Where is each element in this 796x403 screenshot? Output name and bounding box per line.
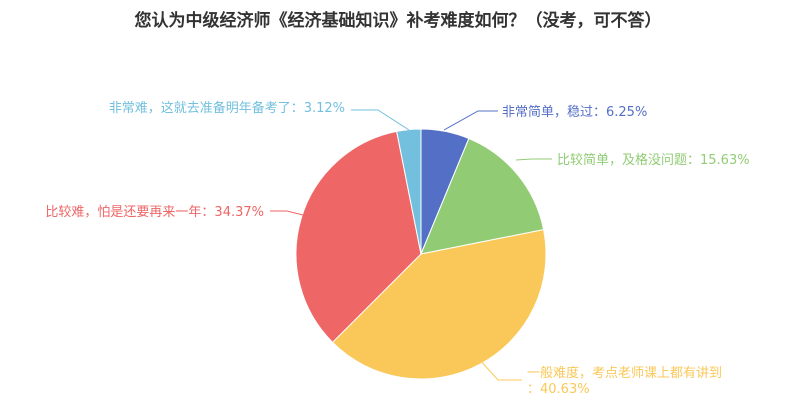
leader-line [270,210,304,216]
leader-line [515,158,552,161]
slice-label: 非常难，这就去准备明年备考了：3.12% [109,100,345,116]
leader-line [443,110,498,131]
pie-slice[interactable] [331,229,547,380]
slice-label: 一般难度，考点老师课上都有讲到：40.63% [527,365,722,397]
slice-label: 非常简单，稳过：6.25% [502,104,647,120]
slice-label: 比较难，怕是还要再来一年：34.37% [45,205,264,220]
leader-line [351,109,410,131]
leader-line [477,357,522,381]
pie-slice[interactable] [420,137,545,255]
slice-label: 比较简单，及格没问题：15.63% [557,152,750,168]
pie-slice[interactable] [295,130,422,344]
chart-title: 您认为中级经济师《经济基础知识》补考难度如何？（没考，可不答） [134,11,662,31]
